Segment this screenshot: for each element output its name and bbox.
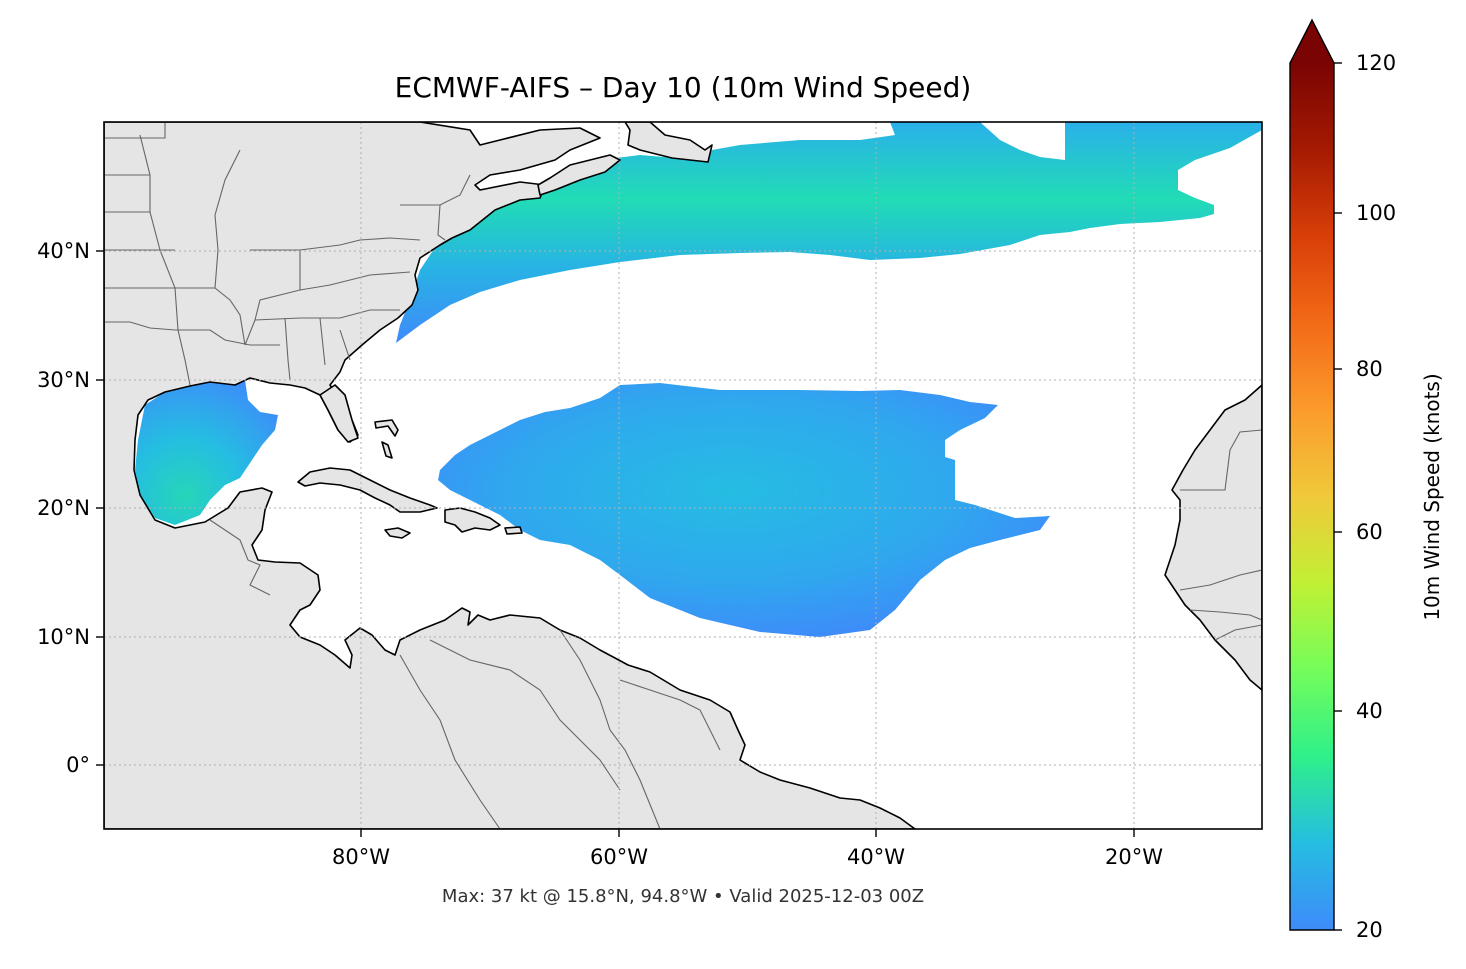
border-layer bbox=[104, 122, 1262, 829]
land-layer bbox=[104, 122, 1262, 829]
map-plot-area bbox=[104, 122, 1262, 829]
y-tick-10n: 10°N bbox=[37, 625, 90, 649]
land-puerto-rico bbox=[504, 526, 523, 535]
colorbar-extend-arrow bbox=[1290, 20, 1334, 63]
colorbar-outline bbox=[1289, 18, 1335, 931]
y-tick-30n: 30°N bbox=[37, 368, 90, 392]
gridlines bbox=[104, 122, 1262, 829]
max-wind-caption: Max: 37 kt @ 15.8°N, 94.8°W • Valid 2025… bbox=[441, 886, 925, 907]
chart-title: ECMWF-AIFS – Day 10 (10m Wind Speed) bbox=[394, 71, 972, 104]
y-tick-20n: 20°N bbox=[37, 496, 90, 520]
land-hispaniola bbox=[444, 507, 501, 533]
land-newfoundland bbox=[624, 122, 713, 163]
colorbar bbox=[96, 18, 1342, 931]
x-tick-20w: 20°W bbox=[1105, 845, 1163, 869]
colorbar-label: 10m Wind Speed (knots) bbox=[1420, 373, 1444, 621]
wind-region-gulf-of-mexico bbox=[135, 380, 278, 525]
y-tick-40n: 40°N bbox=[37, 239, 90, 263]
colorbar-tick-80: 80 bbox=[1356, 357, 1383, 381]
land-bahamas bbox=[374, 419, 399, 437]
x-tick-60w: 60°W bbox=[590, 845, 648, 869]
land-north-america bbox=[104, 122, 916, 829]
y-tick-equator: 0° bbox=[66, 753, 90, 777]
land-florida bbox=[319, 384, 359, 443]
land-jamaica bbox=[384, 527, 411, 539]
x-tick-40w: 40°W bbox=[847, 845, 905, 869]
land-andros bbox=[381, 441, 393, 459]
colorbar-tick-20: 20 bbox=[1356, 918, 1383, 942]
colorbar-tick-100: 100 bbox=[1356, 201, 1397, 225]
wind-region-subtropical bbox=[438, 383, 1050, 637]
map-frame bbox=[103, 121, 1263, 830]
colorbar-gradient bbox=[1290, 63, 1334, 930]
colorbar-tick-40: 40 bbox=[1356, 699, 1383, 723]
land-nova-scotia bbox=[537, 154, 621, 196]
land-cuba bbox=[297, 467, 438, 513]
x-tick-80w: 80°W bbox=[332, 845, 390, 869]
wind-region-north-atlantic bbox=[396, 122, 1262, 343]
colorbar-tick-60: 60 bbox=[1356, 520, 1383, 544]
colorbar-tick-120: 120 bbox=[1356, 51, 1397, 75]
